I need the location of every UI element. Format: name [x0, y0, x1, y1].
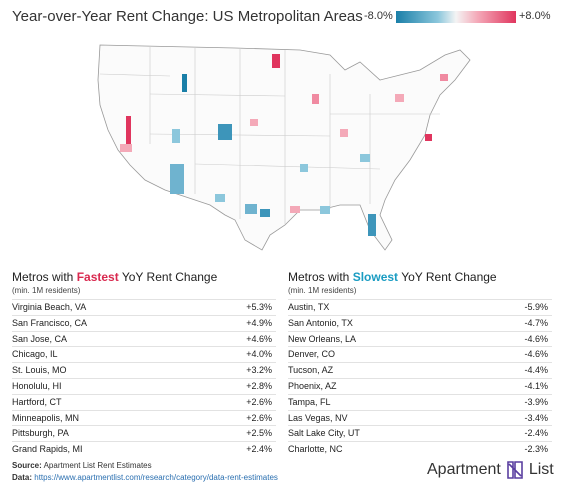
metro-name: Austin, TX: [288, 302, 330, 312]
rent-change: +4.0%: [246, 349, 272, 360]
slowest-table: Metros with Slowest YoY Rent Change (min…: [288, 270, 552, 457]
metro-name: Minneapolis, MN: [12, 412, 80, 423]
title-end: YoY Rent Change: [121, 270, 218, 284]
data-url[interactable]: https://www.apartmentlist.com/research/c…: [34, 473, 278, 482]
rent-change: -3.9%: [524, 396, 548, 407]
table-row: Phoenix, AZ -4.1%: [288, 377, 552, 394]
rent-change: +4.9%: [246, 317, 272, 328]
metro-name: Honolulu, HI: [12, 380, 62, 391]
table-row: San Francisco, CA +4.9%: [12, 314, 276, 331]
table-row: Hartford, CT +2.6%: [12, 393, 276, 410]
metro-name: Virginia Beach, VA: [12, 302, 87, 312]
us-outline: [97, 44, 471, 251]
table-row: Chicago, IL +4.0%: [12, 346, 276, 362]
rent-change: +2.6%: [246, 412, 272, 423]
metro-name: New Orleans, LA: [288, 333, 357, 344]
title-end: YoY Rent Change: [401, 270, 497, 284]
data-label: Data:: [12, 473, 33, 482]
table-row: St. Louis, MO +3.2%: [12, 362, 276, 378]
rent-change: -4.1%: [524, 380, 548, 391]
fastest-table: Metros with Fastest YoY Rent Change (min…: [12, 270, 276, 457]
rent-change: -3.4%: [524, 412, 548, 423]
rent-change: -2.3%: [524, 444, 548, 455]
title: Year-over-Year Rent Change: US Metropoli…: [12, 8, 363, 25]
table-row: Las Vegas, NV -3.4%: [288, 409, 552, 426]
table-row: Virginia Beach, VA +5.3%: [12, 299, 276, 315]
brand-logo: Apartment List: [427, 460, 554, 480]
table-row: Salt Lake City, UT -2.4%: [288, 425, 552, 441]
metro-name: Hartford, CT: [12, 396, 62, 407]
rent-change: +2.5%: [246, 428, 272, 439]
metro-name: Salt Lake City, UT: [288, 428, 360, 439]
metro-name: Las Vegas, NV: [288, 412, 348, 423]
metro-name: Chicago, IL: [12, 349, 58, 360]
rent-change: +5.3%: [246, 302, 272, 312]
title-start: Metros with: [288, 270, 350, 284]
source-line: Source: Apartment List Rent Estimates: [12, 461, 152, 470]
legend-max: +8.0%: [519, 10, 551, 22]
rent-change: -4.6%: [524, 349, 548, 360]
rent-change: -4.7%: [524, 317, 548, 328]
table-row: New Orleans, LA -4.6%: [288, 330, 552, 347]
table-title: Metros with Fastest YoY Rent Change: [12, 270, 276, 284]
rent-change: -2.4%: [524, 428, 548, 439]
metro-name: Denver, CO: [288, 349, 336, 360]
table-row: Charlotte, NC -2.3%: [288, 441, 552, 457]
rent-change: -4.4%: [524, 365, 548, 376]
table-row: Minneapolis, MN +2.6%: [12, 409, 276, 426]
metro-name: Tucson, AZ: [288, 365, 334, 376]
table-row: Denver, CO -4.6%: [288, 346, 552, 362]
title-emphasis: Fastest: [76, 270, 119, 284]
source-label: Source:: [12, 461, 42, 470]
table-row: Austin, TX -5.9%: [288, 299, 552, 315]
table-row: Honolulu, HI +2.8%: [12, 377, 276, 394]
metro-name: Grand Rapids, MI: [12, 444, 83, 455]
us-map: [97, 44, 471, 251]
rent-change: -4.6%: [524, 333, 548, 344]
table-row: San Jose, CA +4.6%: [12, 330, 276, 347]
brand-left: Apartment: [427, 461, 501, 478]
table-row: San Antonio, TX -4.7%: [288, 314, 552, 331]
rent-change: -5.9%: [524, 302, 548, 312]
metro-name: San Francisco, CA: [12, 317, 88, 328]
table-row: Tampa, FL -3.9%: [288, 393, 552, 410]
metro-name: San Antonio, TX: [288, 317, 353, 328]
table-row: Tucson, AZ -4.4%: [288, 362, 552, 378]
metro-name: St. Louis, MO: [12, 365, 67, 376]
table-title: Metros with Slowest YoY Rent Change: [288, 270, 552, 284]
table-note: (min. 1M residents): [12, 286, 81, 295]
rent-change: +3.2%: [246, 365, 272, 376]
brand-right: List: [528, 461, 554, 478]
table-row: Grand Rapids, MI +2.4%: [12, 441, 276, 457]
rent-change: +2.8%: [246, 380, 272, 391]
table-note: (min. 1M residents): [288, 286, 357, 295]
metro-name: Charlotte, NC: [288, 444, 343, 455]
brand-icon: [507, 461, 523, 479]
metro-name: Pittsburgh, PA: [12, 428, 69, 439]
rent-change: +4.6%: [246, 333, 272, 344]
rent-change: +2.4%: [246, 444, 272, 455]
legend-bar: [396, 11, 516, 23]
metro-name: Tampa, FL: [288, 396, 331, 407]
metro-name: Phoenix, AZ: [288, 380, 337, 391]
metro-areas: [120, 54, 448, 236]
data-line: Data: https://www.apartmentlist.com/rese…: [12, 473, 278, 482]
legend-min: -8.0%: [364, 10, 393, 22]
source: Apartment List Rent Estimates: [43, 461, 152, 470]
title-start: Metros with: [12, 270, 74, 284]
metro-name: San Jose, CA: [12, 333, 68, 344]
table-row: Pittsburgh, PA +2.5%: [12, 425, 276, 441]
rent-change: +2.6%: [246, 396, 272, 407]
title-emphasis: Slowest: [352, 270, 399, 284]
